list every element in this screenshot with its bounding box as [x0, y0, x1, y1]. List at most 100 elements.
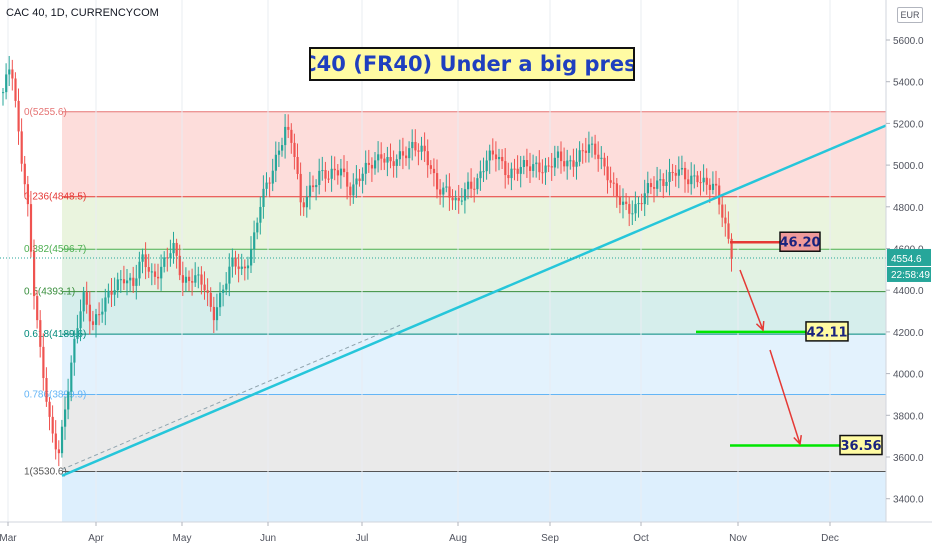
candle-body — [454, 197, 457, 201]
candle-body — [23, 163, 26, 185]
candle-body — [14, 78, 17, 101]
candle-body — [281, 145, 284, 151]
candle-body — [569, 160, 572, 162]
candle-body — [631, 213, 634, 215]
candle-body — [17, 100, 20, 132]
candle-body — [386, 157, 389, 163]
candle-body — [711, 183, 715, 190]
candle-body — [674, 172, 677, 176]
candle-body — [367, 162, 370, 165]
candle-body — [312, 185, 315, 188]
candle-body — [219, 292, 222, 308]
candle-body — [705, 177, 708, 185]
candle-body — [460, 200, 463, 202]
candle-body — [423, 145, 426, 152]
annotation-42-11-box — [805, 321, 849, 342]
candle-body — [587, 144, 591, 153]
candle-body — [721, 204, 724, 218]
candle-body — [445, 186, 448, 188]
candle-body — [392, 161, 395, 166]
x-tick-label: Sep — [541, 533, 559, 544]
x-tick-label: Apr — [88, 533, 104, 544]
candle-body — [529, 166, 532, 171]
candle-body — [600, 157, 603, 159]
y-tick-label: 3600.0 — [893, 453, 924, 464]
annotation-36-56-label: 36.56 — [840, 439, 881, 454]
candle-body — [172, 242, 175, 254]
countdown-tag — [887, 266, 931, 282]
candle-body — [305, 196, 308, 208]
candle-body — [408, 148, 411, 159]
candle-body — [498, 156, 501, 160]
y-tick-label: 4800.0 — [893, 203, 924, 214]
y-tick-label: 5400.0 — [893, 78, 924, 89]
candle-body — [200, 274, 203, 285]
candle-body — [197, 274, 200, 276]
candle-body — [448, 186, 451, 198]
candle-body — [70, 362, 73, 392]
candle-body — [550, 166, 553, 168]
candle-body — [126, 280, 129, 284]
currency-badge[interactable]: EUR — [897, 7, 923, 23]
candle-body — [684, 167, 687, 180]
candle-body — [677, 169, 680, 176]
candle-body — [51, 416, 54, 434]
candle-body — [188, 276, 191, 282]
candle-body — [2, 92, 5, 94]
candle-body — [26, 184, 29, 205]
fib-zone-3 — [62, 291, 886, 335]
candle-body — [222, 289, 225, 293]
candle-body — [442, 187, 445, 195]
annotation-46-20-label: 46.20 — [779, 236, 820, 251]
candle-body — [439, 189, 442, 195]
y-tick-label: 5600.0 — [893, 36, 924, 47]
candle-body — [116, 279, 119, 291]
x-tick-label: Oct — [633, 533, 649, 544]
candle-body — [556, 151, 560, 158]
candle-body — [662, 179, 665, 186]
candle-body — [324, 170, 327, 179]
candle-body — [82, 292, 85, 312]
candle-body — [436, 173, 439, 190]
candle-body — [29, 204, 33, 252]
candle-body — [594, 143, 597, 155]
candle-body — [119, 279, 122, 281]
candle-body — [228, 266, 231, 284]
candle-body — [175, 242, 178, 256]
y-tick-label: 3400.0 — [893, 495, 924, 506]
candle-body — [141, 254, 144, 262]
candle-body — [256, 222, 259, 233]
candle-body — [277, 150, 281, 155]
annotation-46-20-box — [779, 231, 821, 252]
candle-body — [160, 266, 163, 279]
candle-body — [194, 275, 197, 283]
last-price-tag — [887, 248, 931, 266]
candle-body — [138, 261, 141, 279]
y-tick-label: 4400.0 — [893, 286, 924, 297]
candle-body — [349, 186, 352, 196]
candle-body — [374, 160, 377, 169]
candle-body — [36, 296, 39, 321]
candle-body — [169, 253, 172, 259]
candle-body — [296, 156, 299, 174]
candle-body — [163, 257, 166, 267]
candle-body — [225, 283, 228, 290]
candle-body — [708, 184, 711, 190]
candle-body — [522, 160, 525, 168]
candle-body — [494, 154, 498, 160]
candle-body — [479, 171, 482, 179]
candle-body — [429, 165, 432, 169]
y-tick-label: 4000.0 — [893, 370, 924, 381]
candle-body — [606, 166, 609, 181]
candle-body — [48, 401, 51, 417]
candle-body — [302, 202, 305, 208]
candle-body — [383, 158, 386, 163]
candle-body — [473, 188, 476, 190]
candle-body — [240, 266, 243, 269]
candle-body — [42, 346, 45, 379]
candle-body — [231, 257, 234, 267]
candle-body — [485, 160, 488, 172]
